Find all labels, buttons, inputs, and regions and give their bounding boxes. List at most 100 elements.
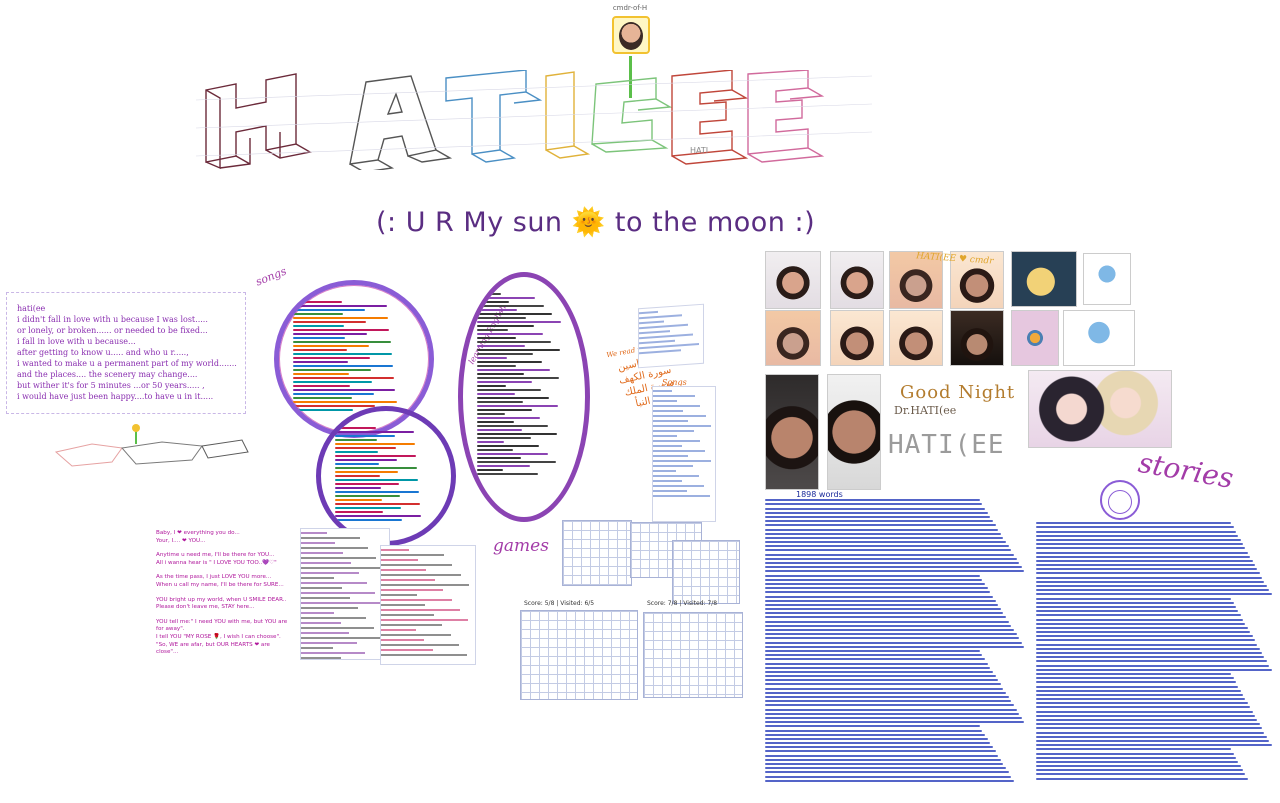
text-scribble-line <box>765 645 1025 648</box>
stories-logo-icon <box>1100 480 1140 520</box>
text-scribble-line <box>301 622 342 624</box>
photo[interactable] <box>765 310 821 366</box>
photo[interactable] <box>889 310 943 366</box>
photo[interactable] <box>889 251 943 309</box>
text-scribble-line <box>1036 664 1270 667</box>
chat-messages-panel[interactable] <box>380 545 476 665</box>
text-scribble-line <box>335 515 421 517</box>
text-scribble-line <box>765 758 1001 761</box>
photo[interactable] <box>765 251 821 309</box>
text-scribble-line <box>335 431 414 433</box>
text-scribble-line <box>293 353 392 355</box>
title-letter-i <box>545 71 591 159</box>
text-scribble-line <box>335 483 400 485</box>
text-scribble-line <box>293 401 397 403</box>
game-score: Score: 5/8 | Visited: 6/5 <box>524 600 595 607</box>
text-scribble-line <box>765 716 1022 719</box>
text-scribble-line <box>765 733 986 736</box>
photo[interactable] <box>830 310 884 366</box>
photo[interactable] <box>950 251 1004 309</box>
text-scribble-line <box>765 658 986 661</box>
text-scribble-line <box>335 443 415 445</box>
text-scribble-line <box>335 487 381 489</box>
text-scribble-line <box>477 405 558 407</box>
learning-english-panel[interactable] <box>638 303 704 369</box>
photo[interactable] <box>827 374 881 490</box>
text-scribble-line <box>381 634 451 636</box>
sleeping-smurf-image[interactable] <box>1063 310 1135 366</box>
text-scribble-line <box>301 657 341 659</box>
love-letter[interactable]: Baby, I ❤ everything you do... Your, I..… <box>156 530 306 657</box>
text-scribble-line <box>765 591 991 594</box>
text-scribble-line <box>1036 698 1246 701</box>
love-line: "So, WE are afar, but OUR HEARTS ❤ are <box>156 641 270 648</box>
text-scribble-line <box>301 587 343 589</box>
text-scribble-line <box>293 361 348 363</box>
poem-card[interactable]: hati(ee i didn't fall in love with u bec… <box>6 292 246 414</box>
text-scribble-line <box>293 385 351 387</box>
good-night-name: Dr.HATI(ee <box>894 404 957 417</box>
text-scribble-line <box>765 620 1009 623</box>
text-scribble-line <box>477 333 543 335</box>
text-scribble-line <box>1036 727 1263 730</box>
photo[interactable] <box>830 251 884 309</box>
text-scribble-line <box>1036 660 1267 663</box>
text-scribble-line <box>293 333 368 335</box>
text-scribble-line <box>293 313 344 315</box>
text-scribble-line <box>293 321 367 323</box>
moon-image[interactable] <box>1011 251 1077 307</box>
good-night-art[interactable]: Good Night Dr.HATI(ee HATI(EE <box>888 374 1020 484</box>
text-scribble-line <box>765 708 1017 711</box>
text-scribble-line <box>477 317 526 319</box>
text-scribble-line <box>765 754 999 757</box>
text-scribble-line <box>765 662 988 665</box>
photo[interactable] <box>950 310 1004 366</box>
text-scribble-line <box>381 579 435 581</box>
text-scribble-line <box>477 297 536 299</box>
game-board[interactable] <box>520 610 638 700</box>
avatar[interactable] <box>612 16 650 54</box>
text-scribble-line <box>293 397 352 399</box>
avatar-sunflower[interactable]: cmdr-of-H <box>598 4 662 102</box>
text-scribble-line <box>765 775 1012 778</box>
text-scribble-line <box>1036 522 1232 525</box>
poem-line: i would have just been happy....to have … <box>17 392 214 401</box>
text-scribble-line <box>765 696 1009 698</box>
text-scribble-line <box>477 369 551 371</box>
story-text-left[interactable] <box>765 497 1027 797</box>
chat-list-panel[interactable] <box>300 528 390 660</box>
title-letter-a <box>349 75 453 170</box>
learning-english-ellipse[interactable] <box>458 272 590 522</box>
text-scribble-line <box>335 491 419 493</box>
title-letter-e2 <box>747 70 825 163</box>
songs-list-panel[interactable] <box>652 386 716 522</box>
text-scribble-line <box>1036 672 1232 675</box>
text-scribble-line <box>477 389 541 391</box>
text-scribble-line <box>477 417 540 419</box>
text-scribble-line <box>765 633 1017 636</box>
story-text-right[interactable] <box>1036 520 1274 798</box>
text-scribble-line <box>1036 689 1241 692</box>
text-scribble-line <box>1036 656 1265 659</box>
text-scribble-line <box>293 393 374 395</box>
text-scribble-line <box>293 337 346 339</box>
good-night-ascii: HATI(EE <box>888 430 1005 460</box>
title-letter-t <box>445 70 543 163</box>
video-call-photo[interactable] <box>765 374 819 490</box>
text-scribble-line <box>301 597 351 599</box>
songs-circle-2[interactable] <box>316 406 456 546</box>
text-scribble-line <box>477 469 504 471</box>
text-scribble-line <box>335 455 416 457</box>
text-scribble-line <box>653 460 711 462</box>
sun-moon-image[interactable] <box>1011 310 1059 366</box>
text-scribble-line <box>1036 769 1244 772</box>
text-scribble-line <box>381 609 460 611</box>
text-scribble-line <box>381 549 410 551</box>
game-board[interactable] <box>562 520 632 586</box>
game-board[interactable] <box>643 612 743 698</box>
anime-couple-image[interactable] <box>1028 370 1172 448</box>
smurf-image[interactable] <box>1083 253 1131 305</box>
text-scribble-line <box>335 451 378 453</box>
game-board[interactable] <box>672 540 740 604</box>
text-scribble-line <box>765 599 996 602</box>
